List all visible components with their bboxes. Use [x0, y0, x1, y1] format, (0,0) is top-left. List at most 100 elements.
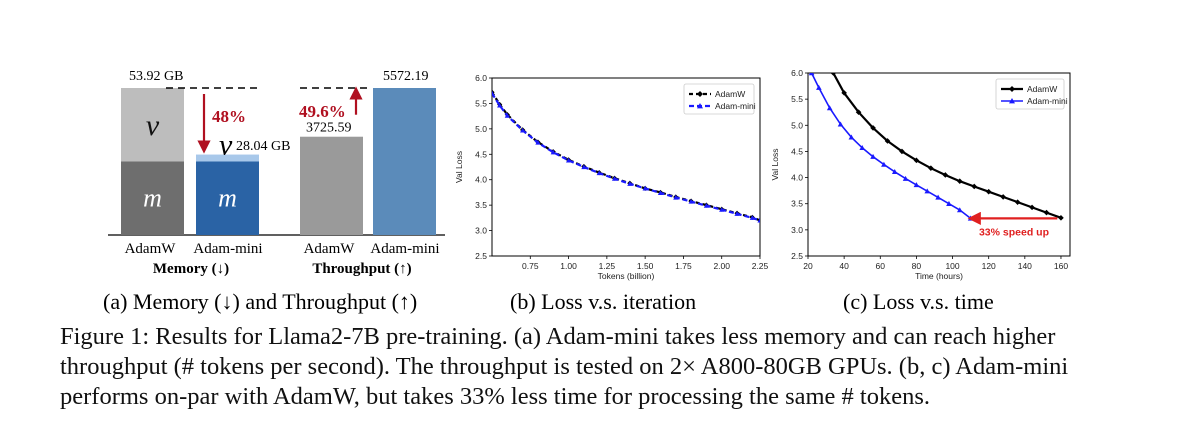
- adamw-point: [985, 188, 992, 195]
- adamw-point: [870, 125, 876, 131]
- speedup-label: 33% speed up: [979, 226, 1049, 238]
- adam-mini-point: [703, 203, 709, 208]
- memory-xlabel-mini: Adam-mini: [193, 241, 262, 257]
- panelB-plot-frame: [491, 77, 761, 257]
- caption-a: (a) Memory (↓) and Throughput (↑): [103, 289, 417, 314]
- mini-memory-v-segment: [196, 154, 259, 162]
- legend-label: AdamW: [715, 89, 745, 99]
- legend-marker-adamw: [697, 91, 703, 97]
- adamw-point: [899, 148, 905, 155]
- memory-reduction-label: 48%: [212, 107, 246, 126]
- legend-label: Adam-mini: [715, 101, 756, 111]
- adamw-point: [1058, 215, 1064, 221]
- panelB-y-axis-label: Val Loss: [454, 151, 464, 183]
- x-tick-label: 40: [839, 261, 849, 271]
- x-tick-label: 2.25: [752, 261, 769, 271]
- x-tick-label: 140: [1018, 261, 1032, 271]
- adam-mini-point: [956, 207, 963, 213]
- y-tick-label: 5.5: [475, 98, 487, 108]
- y-tick-label: 4.0: [791, 173, 803, 183]
- x-tick-label: 1.50: [637, 261, 654, 271]
- caption-b: (b) Loss v.s. iteration: [510, 289, 696, 314]
- y-tick-label: 4.0: [475, 175, 487, 185]
- panelB-series-group: [492, 89, 760, 223]
- throughput-title: Throughput (↑): [312, 261, 411, 277]
- adam-mini-point: [891, 169, 898, 175]
- adam-mini-point: [627, 181, 633, 186]
- x-tick-label: 1.00: [560, 261, 577, 271]
- adam-mini-point: [935, 194, 941, 200]
- adamw-m-symbol: m: [143, 183, 162, 212]
- caption-c: (c) Loss v.s. time: [843, 289, 994, 314]
- x-tick-label: 60: [876, 261, 886, 271]
- adam-mini-point: [749, 215, 755, 220]
- x-tick-label: 1.75: [675, 261, 692, 271]
- panelC-plot-frame: [807, 72, 1071, 257]
- y-tick-label: 4.5: [475, 149, 487, 159]
- adam-mini-point: [826, 105, 833, 111]
- adam-mini-point: [859, 144, 866, 151]
- y-tick-label: 5.5: [791, 94, 803, 104]
- panel-b-loss-vs-iteration: 2.5 3.0 3.5 4.0 4.5 5.0 5.5 6.0 0.75 1.00 1.25 1.50…: [454, 73, 769, 281]
- throughput-xlabel-mini: Adam-mini: [370, 241, 439, 257]
- adamw-point: [884, 138, 891, 144]
- adam-mini-point: [581, 164, 587, 170]
- memory-xlabel-adamw: AdamW: [125, 241, 177, 257]
- y-tick-label: 5.0: [791, 120, 803, 130]
- y-tick-label: 6.0: [475, 73, 487, 83]
- legend-marker-adam-mini: [1009, 98, 1015, 104]
- mini-memory-m-segment: [196, 161, 259, 235]
- x-tick-label: 100: [945, 261, 959, 271]
- adam-mini-point: [642, 185, 648, 191]
- adam-mini-point: [870, 153, 876, 159]
- mini-memory-value-label: 28.04 GB: [236, 139, 290, 154]
- x-tick-label: 160: [1054, 261, 1068, 271]
- y-tick-label: 2.5: [791, 251, 803, 261]
- adamw-point: [956, 178, 963, 185]
- x-tick-label: 20: [803, 261, 813, 271]
- adamw-point: [1029, 204, 1035, 211]
- adam-mini-point: [837, 121, 844, 127]
- adamw-memory-value-label: 53.92 GB: [129, 69, 183, 84]
- mini-throughput-value-label: 5572.19: [383, 69, 429, 84]
- adam-mini-point: [657, 190, 664, 196]
- throughput-xlabel-adamw: AdamW: [304, 241, 356, 257]
- mini-v-symbol: v: [219, 129, 233, 162]
- mini-throughput-bar: [373, 88, 436, 235]
- panelC-series-group: [808, 73, 1064, 221]
- adamw-point: [913, 157, 920, 164]
- adam-mini-point: [924, 188, 931, 194]
- x-tick-label: 80: [912, 261, 922, 271]
- adam-mini-point: [734, 211, 740, 216]
- x-tick-label: 0.75: [522, 261, 539, 271]
- memory-title: Memory (↓): [153, 261, 229, 277]
- y-tick-label: 3.0: [475, 226, 487, 236]
- panelC-y-axis-label: Val Loss: [770, 149, 780, 181]
- legend-marker-adamw: [1009, 86, 1015, 92]
- adamw-point: [841, 90, 847, 96]
- adam-mini-point: [492, 90, 495, 96]
- adam-mini-point: [848, 134, 855, 140]
- y-tick-label: 3.0: [791, 225, 803, 235]
- adamw-v-symbol: v: [146, 109, 160, 142]
- adam-mini-point: [520, 127, 526, 133]
- figure-caption: Figure 1: Results for Llama2-7B pre-trai…: [60, 323, 1069, 410]
- adam-mini-point: [719, 207, 725, 212]
- throughput-increase-label: 49.6%: [299, 102, 346, 121]
- adamw-throughput-bar: [300, 136, 363, 235]
- legend-label: Adam-mini: [1027, 96, 1068, 106]
- adam-mini-point: [565, 157, 572, 163]
- adam-mini-point: [673, 194, 679, 200]
- adam-mini-point: [946, 200, 952, 206]
- adam-mini-point: [550, 149, 556, 155]
- adam-mini-point: [881, 161, 887, 167]
- panelC-x-axis-label: Time (hours): [915, 271, 963, 281]
- adam-mini-point: [816, 84, 822, 90]
- panelB-x-axis-label: Tokens (billion): [598, 271, 655, 281]
- adamw-point: [971, 183, 978, 190]
- adamw-memory-v-segment: [121, 88, 184, 162]
- adamw-point: [830, 73, 837, 76]
- adam-mini-point: [913, 182, 920, 188]
